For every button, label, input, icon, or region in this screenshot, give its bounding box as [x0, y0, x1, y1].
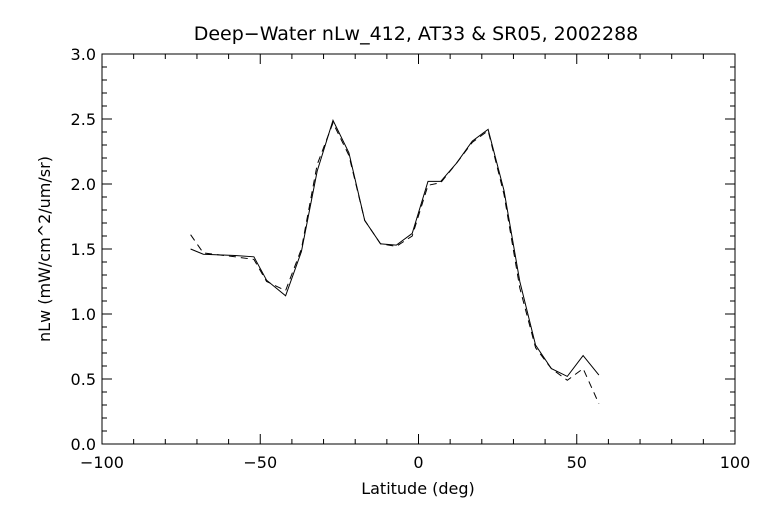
x-axis-label: Latitude (deg): [361, 479, 475, 498]
x-tick-label: 100: [720, 453, 751, 472]
y-tick-label: 3.0: [71, 45, 96, 64]
y-axis-label: nLw (mW/cm^2/um/sr): [35, 156, 54, 342]
series-lines: [190, 118, 600, 404]
y-tick-label: 0.0: [71, 435, 96, 454]
x-tick-label: −50: [243, 453, 277, 472]
y-tick-label: 1.0: [71, 305, 96, 324]
y-tick-labels: 0.0 0.5 1.0 1.5 2.0 2.5 3.0: [71, 45, 96, 454]
y-tick-label: 2.5: [71, 110, 96, 129]
series-line-solid: [190, 118, 600, 378]
y-tick-label: 2.0: [71, 175, 96, 194]
x-tick-label: 0: [413, 453, 423, 472]
chart-title: Deep−Water nLw_412, AT33 & SR05, 2002288: [194, 23, 639, 45]
plot-frame: [101, 53, 736, 445]
y-tick-label: 1.5: [71, 240, 96, 259]
x-tick-labels: −100 −50 0 50 100: [80, 453, 750, 472]
x-tick-label: 50: [567, 453, 587, 472]
tick-marks: [101, 53, 736, 445]
y-tick-label: 0.5: [71, 370, 96, 389]
x-tick-label: −100: [80, 453, 124, 472]
series-line-dashed: [190, 121, 600, 404]
